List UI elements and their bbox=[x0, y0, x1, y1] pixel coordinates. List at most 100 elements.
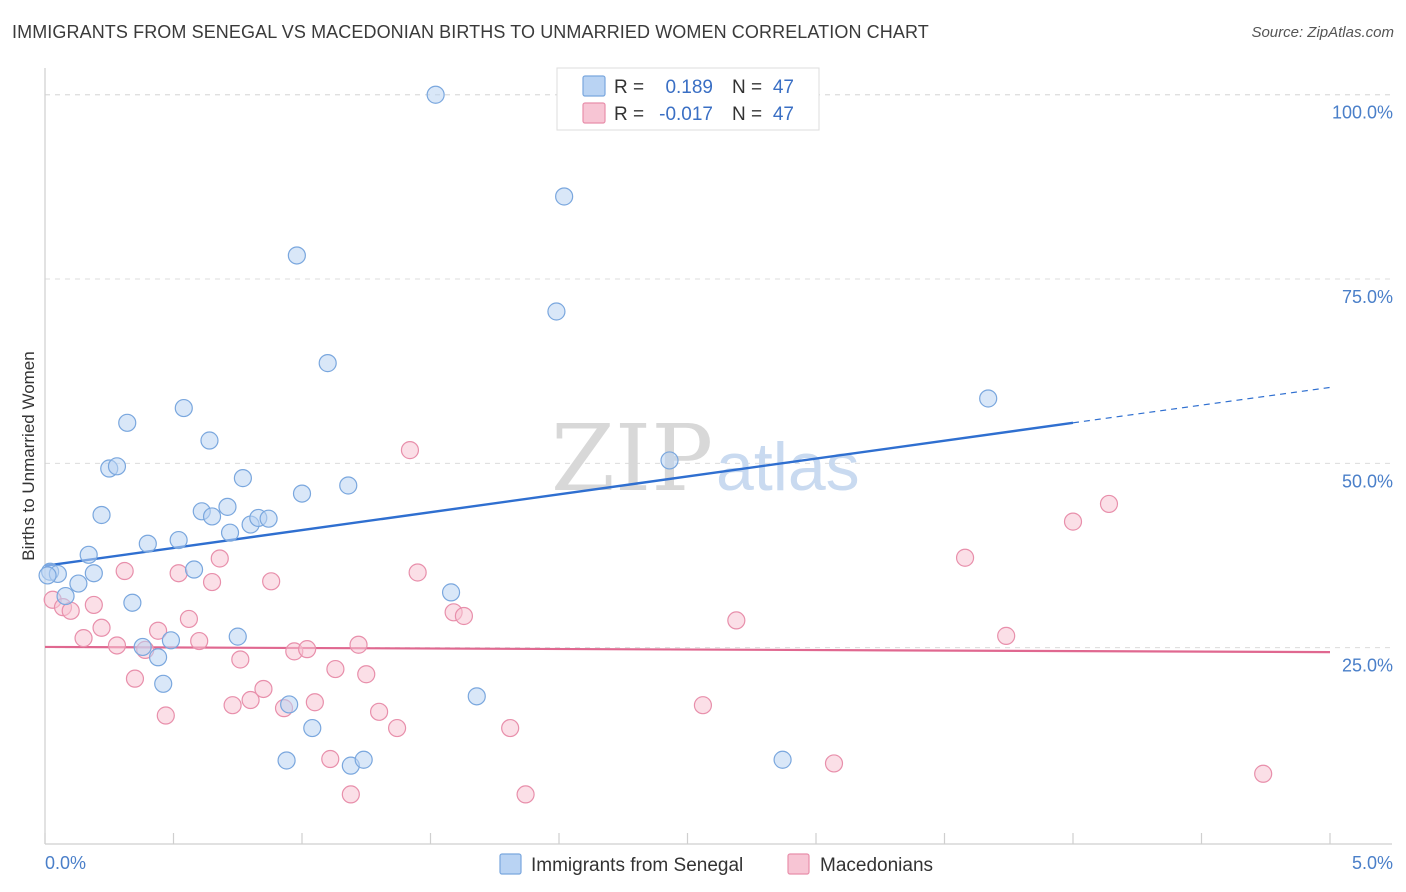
series-legend: Immigrants from Senegal Macedonians bbox=[499, 853, 933, 876]
point-senegal bbox=[133, 637, 152, 657]
y-tick-labels: 25.0% 50.0% 75.0% 100.0% bbox=[1332, 103, 1393, 676]
trend-line-senegal bbox=[44, 421, 1074, 568]
legend-label-senegal: Immigrants from Senegal bbox=[531, 855, 743, 876]
point-senegal bbox=[979, 389, 998, 408]
trend-senegal bbox=[44, 386, 1331, 568]
stats-n-label-2: N = bbox=[732, 104, 762, 125]
point-macedonians bbox=[454, 606, 474, 626]
point-macedonians bbox=[148, 621, 168, 640]
point-macedonians bbox=[169, 564, 188, 583]
point-senegal bbox=[318, 354, 337, 373]
point-senegal bbox=[161, 631, 181, 650]
x-tick-label-start: 0.0% bbox=[45, 853, 86, 873]
point-senegal bbox=[228, 627, 247, 646]
trend-macedonians bbox=[44, 645, 1331, 654]
point-senegal bbox=[441, 583, 461, 602]
point-macedonians bbox=[156, 706, 175, 725]
stats-n-label-1: N = bbox=[732, 77, 762, 98]
legend-swatch-senegal bbox=[582, 75, 606, 97]
point-senegal bbox=[84, 564, 103, 583]
point-macedonians bbox=[254, 679, 273, 699]
point-macedonians bbox=[92, 618, 111, 637]
point-senegal bbox=[280, 695, 299, 714]
point-macedonians bbox=[262, 572, 281, 591]
point-macedonians bbox=[341, 785, 360, 804]
point-macedonians bbox=[824, 754, 844, 773]
watermark-zip: ZIP bbox=[551, 405, 713, 512]
point-senegal bbox=[354, 750, 373, 769]
stats-r-label-1: R = bbox=[614, 77, 644, 98]
point-senegal bbox=[202, 507, 222, 526]
stats-r-label-2: R = bbox=[614, 104, 644, 125]
point-macedonians bbox=[202, 572, 222, 592]
point-senegal bbox=[292, 484, 312, 503]
point-macedonians bbox=[693, 696, 713, 715]
stats-n-value-1: 47 bbox=[773, 77, 794, 98]
point-senegal bbox=[118, 413, 137, 432]
point-macedonians bbox=[727, 611, 746, 630]
point-macedonians bbox=[125, 669, 145, 688]
point-macedonians bbox=[231, 650, 250, 669]
x-tick-label-end: 5.0% bbox=[1352, 853, 1393, 873]
point-senegal bbox=[107, 457, 127, 476]
point-macedonians bbox=[241, 690, 260, 710]
gridlines bbox=[45, 94, 1392, 649]
point-senegal bbox=[169, 530, 188, 550]
watermark-atlas: atlas bbox=[716, 429, 860, 505]
y-tick-label: 50.0% bbox=[1342, 471, 1393, 491]
point-senegal bbox=[79, 545, 98, 564]
point-macedonians bbox=[84, 595, 103, 615]
point-macedonians bbox=[210, 549, 229, 568]
point-senegal bbox=[287, 246, 306, 265]
point-senegal bbox=[233, 469, 252, 488]
point-macedonians bbox=[1254, 764, 1273, 783]
point-senegal bbox=[148, 648, 168, 667]
stats-r-value-1: 0.189 bbox=[665, 77, 713, 98]
point-senegal bbox=[220, 523, 240, 542]
y-tick-label: 75.0% bbox=[1342, 287, 1393, 307]
y-axis-title: Births to Unmarried Women bbox=[19, 351, 38, 560]
point-senegal bbox=[200, 431, 219, 450]
point-macedonians bbox=[516, 785, 535, 804]
point-senegal bbox=[660, 451, 679, 470]
legend-swatch-macedonians bbox=[582, 102, 606, 124]
point-macedonians bbox=[223, 696, 242, 715]
point-senegal bbox=[218, 497, 237, 516]
point-senegal bbox=[123, 593, 142, 612]
point-macedonians bbox=[321, 749, 340, 769]
point-senegal bbox=[92, 505, 111, 525]
point-macedonians bbox=[326, 659, 345, 679]
point-senegal bbox=[259, 509, 278, 528]
watermark: ZIP atlas bbox=[551, 405, 860, 512]
point-senegal bbox=[38, 566, 57, 585]
y-tick-label: 25.0% bbox=[1342, 656, 1393, 676]
point-macedonians bbox=[400, 441, 420, 460]
trend-line-senegal-extension bbox=[1072, 386, 1331, 424]
points-macedonians bbox=[43, 441, 1273, 804]
point-senegal bbox=[277, 751, 296, 770]
point-senegal bbox=[303, 718, 322, 738]
point-macedonians bbox=[997, 626, 1016, 645]
points-senegal bbox=[38, 85, 998, 775]
legend-swatch-bottom-senegal bbox=[499, 853, 522, 875]
point-macedonians bbox=[1099, 494, 1119, 514]
stats-r-value-2: -0.017 bbox=[659, 104, 713, 125]
point-macedonians bbox=[349, 635, 368, 654]
point-senegal bbox=[555, 187, 574, 206]
point-senegal bbox=[547, 302, 566, 321]
point-macedonians bbox=[1063, 512, 1083, 531]
point-macedonians bbox=[955, 548, 975, 567]
point-macedonians bbox=[357, 665, 376, 684]
point-macedonians bbox=[408, 563, 427, 582]
legend-swatch-bottom-macedonians bbox=[787, 853, 810, 875]
point-macedonians bbox=[387, 718, 407, 738]
point-macedonians bbox=[298, 640, 317, 659]
point-macedonians bbox=[370, 702, 389, 721]
point-senegal bbox=[154, 674, 173, 693]
legend-label-macedonians: Macedonians bbox=[820, 855, 933, 876]
axes bbox=[44, 68, 1392, 845]
point-macedonians bbox=[107, 636, 127, 655]
point-senegal bbox=[138, 534, 157, 553]
point-senegal bbox=[56, 586, 75, 606]
